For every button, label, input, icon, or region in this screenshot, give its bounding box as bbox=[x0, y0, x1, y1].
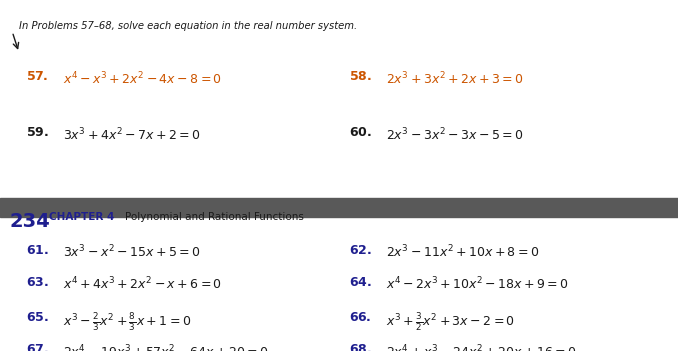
Text: $\mathbf{65.}$: $\mathbf{65.}$ bbox=[26, 311, 49, 324]
Text: $x^4 - 2x^3 + 10x^2 - 18x + 9 = 0$: $x^4 - 2x^3 + 10x^2 - 18x + 9 = 0$ bbox=[386, 276, 570, 292]
Text: $\mathbf{64.}$: $\mathbf{64.}$ bbox=[349, 276, 372, 289]
Text: $2x^4 + x^3 - 24x^2 + 20x + 16 = 0$: $2x^4 + x^3 - 24x^2 + 20x + 16 = 0$ bbox=[386, 343, 577, 351]
Text: $x^4 + 4x^3 + 2x^2 - x + 6 = 0$: $x^4 + 4x^3 + 2x^2 - x + 6 = 0$ bbox=[63, 276, 222, 292]
Text: $\mathbf{62.}$: $\mathbf{62.}$ bbox=[349, 244, 372, 257]
Text: $\mathbf{63.}$: $\mathbf{63.}$ bbox=[26, 276, 49, 289]
Text: $\mathbf{59.}$: $\mathbf{59.}$ bbox=[26, 126, 49, 139]
Text: $2x^3 - 3x^2 - 3x - 5 = 0$: $2x^3 - 3x^2 - 3x - 5 = 0$ bbox=[386, 126, 524, 143]
Text: 234: 234 bbox=[9, 212, 50, 231]
Text: $2x^4 - 19x^3 + 57x^2 - 64x + 20 = 0$: $2x^4 - 19x^3 + 57x^2 - 64x + 20 = 0$ bbox=[63, 343, 268, 351]
Text: In Problems 57–68, solve each equation in the real number system.: In Problems 57–68, solve each equation i… bbox=[19, 21, 357, 31]
Text: $\mathbf{68.}$: $\mathbf{68.}$ bbox=[349, 343, 372, 351]
Text: $\mathbf{61.}$: $\mathbf{61.}$ bbox=[26, 244, 49, 257]
Text: $x^4 - x^3 + 2x^2 - 4x - 8 = 0$: $x^4 - x^3 + 2x^2 - 4x - 8 = 0$ bbox=[63, 70, 222, 87]
Text: $x^3 - \frac{2}{3}x^2 + \frac{8}{3}x + 1 = 0$: $x^3 - \frac{2}{3}x^2 + \frac{8}{3}x + 1… bbox=[63, 311, 191, 332]
Text: $\mathbf{57.}$: $\mathbf{57.}$ bbox=[26, 70, 48, 83]
Text: $2x^3 - 11x^2 + 10x + 8 = 0$: $2x^3 - 11x^2 + 10x + 8 = 0$ bbox=[386, 244, 540, 260]
Text: $x^3 + \frac{3}{2}x^2 + 3x - 2 = 0$: $x^3 + \frac{3}{2}x^2 + 3x - 2 = 0$ bbox=[386, 311, 515, 332]
Text: CHAPTER 4: CHAPTER 4 bbox=[49, 212, 115, 222]
Text: $\mathbf{66.}$: $\mathbf{66.}$ bbox=[349, 311, 372, 324]
Text: Polynomial and Rational Functions: Polynomial and Rational Functions bbox=[125, 212, 304, 222]
Text: $3x^3 - x^2 - 15x + 5 = 0$: $3x^3 - x^2 - 15x + 5 = 0$ bbox=[63, 244, 201, 260]
Bar bbox=[0, 198, 678, 217]
Text: $3x^3 + 4x^2 - 7x + 2 = 0$: $3x^3 + 4x^2 - 7x + 2 = 0$ bbox=[63, 126, 201, 143]
Text: $2x^3 + 3x^2 + 2x + 3 = 0$: $2x^3 + 3x^2 + 2x + 3 = 0$ bbox=[386, 70, 524, 87]
Text: $\mathbf{58.}$: $\mathbf{58.}$ bbox=[349, 70, 372, 83]
Text: $\mathbf{60.}$: $\mathbf{60.}$ bbox=[349, 126, 372, 139]
Text: $\mathbf{67.}$: $\mathbf{67.}$ bbox=[26, 343, 49, 351]
